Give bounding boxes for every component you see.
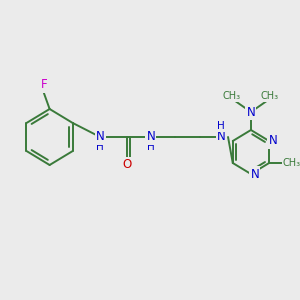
Text: N: N [268, 134, 277, 148]
Text: N: N [217, 130, 226, 143]
Text: CH₃: CH₃ [223, 91, 241, 101]
Text: N: N [250, 167, 259, 181]
Text: N: N [96, 130, 105, 143]
Text: H: H [147, 142, 154, 152]
Text: N: N [247, 106, 255, 118]
Text: N: N [146, 130, 155, 143]
Text: O: O [122, 158, 131, 172]
Text: H: H [96, 142, 104, 152]
Text: CH₃: CH₃ [283, 158, 300, 168]
Text: CH₃: CH₃ [261, 91, 279, 101]
Text: F: F [40, 79, 47, 92]
Text: H: H [218, 121, 225, 131]
